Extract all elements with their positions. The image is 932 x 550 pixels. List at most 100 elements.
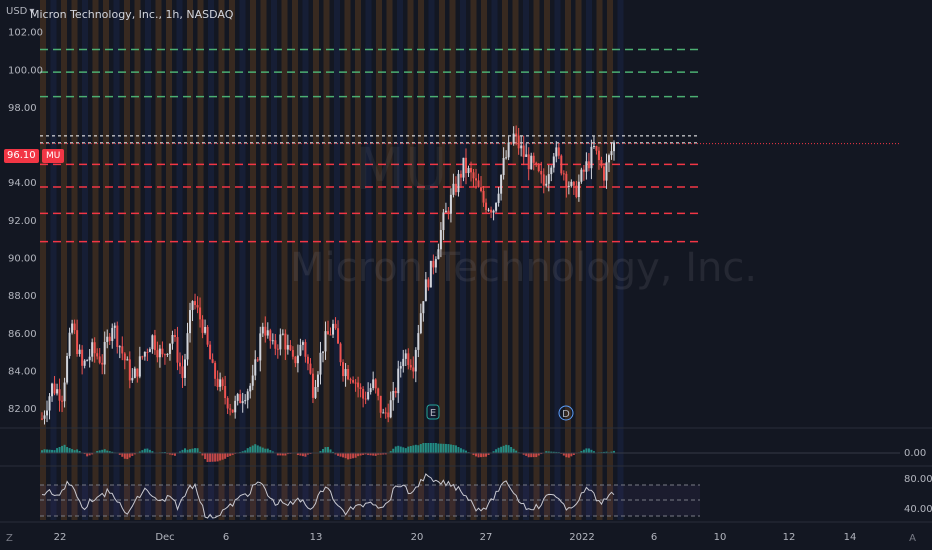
candle-body xyxy=(510,142,513,144)
macd-bar xyxy=(444,443,447,453)
session-band xyxy=(103,0,109,520)
price-candles xyxy=(41,125,615,425)
macd-bar xyxy=(352,453,355,459)
macd-bar xyxy=(123,453,126,459)
candle-body xyxy=(113,325,116,328)
candle-body xyxy=(274,340,277,349)
macd-bar xyxy=(417,445,420,453)
candle-body xyxy=(414,349,417,372)
candle-body xyxy=(171,334,174,344)
candle-body xyxy=(224,386,227,399)
candle-body xyxy=(482,190,485,203)
macd-bar xyxy=(189,449,192,453)
candle-body xyxy=(281,333,284,335)
macd-bar xyxy=(477,453,480,458)
macd-bar xyxy=(53,450,56,453)
candle-body xyxy=(311,373,314,398)
candle-body xyxy=(490,209,493,213)
candle-body xyxy=(497,193,500,203)
session-band xyxy=(239,0,246,520)
candle-body xyxy=(525,154,528,157)
candle-body xyxy=(118,346,121,348)
dividend-marker xyxy=(558,405,574,421)
session-band xyxy=(218,0,225,520)
session-band xyxy=(460,0,466,520)
candle-body xyxy=(161,348,164,355)
candle-body xyxy=(314,386,317,398)
auto-scale-button[interactable]: A xyxy=(909,533,916,544)
macd-bar xyxy=(392,448,395,453)
candle-body xyxy=(394,390,397,394)
macd-bar xyxy=(194,448,197,453)
time-tick-label: 22 xyxy=(54,532,67,543)
macd-bar xyxy=(369,453,372,456)
candle-body xyxy=(600,160,603,167)
macd-axis-label: 0.00 xyxy=(904,448,926,459)
timezone-button[interactable]: Z xyxy=(6,533,13,544)
macd-bar xyxy=(447,444,450,453)
candle-body xyxy=(442,212,445,231)
macd-bar xyxy=(512,448,515,453)
session-band xyxy=(323,0,330,520)
macd-bar xyxy=(409,446,412,453)
macd-bar xyxy=(530,453,533,458)
macd-bar xyxy=(141,450,144,453)
candle-body xyxy=(178,362,181,367)
candle-body xyxy=(271,340,274,342)
macd-bar xyxy=(98,450,101,453)
candle-body xyxy=(68,332,71,357)
candle-body xyxy=(148,349,151,353)
candle-body xyxy=(477,180,480,188)
macd-bar xyxy=(344,453,347,459)
candle-body xyxy=(199,307,202,320)
macd-bar xyxy=(319,450,322,453)
macd-bar xyxy=(246,448,249,453)
macd-bar xyxy=(532,453,535,458)
candle-body xyxy=(332,323,335,335)
session-band xyxy=(71,0,78,520)
session-band xyxy=(617,0,624,520)
macd-bar xyxy=(108,451,111,453)
session-band xyxy=(145,0,151,520)
candle-body xyxy=(151,335,154,350)
symbol-tag: MU xyxy=(42,149,65,163)
currency-selector[interactable]: USD ▾ xyxy=(6,6,34,17)
candle-body xyxy=(567,185,570,187)
candle-body xyxy=(495,202,498,211)
candle-body xyxy=(372,379,375,389)
macd-bar xyxy=(324,447,327,453)
rsi-lower-label: 40.00 xyxy=(904,504,932,515)
price-axis[interactable]: 102.00 100.00 98.00 94.00 92.00 90.00 88.00 86.… xyxy=(8,28,932,515)
candle-body xyxy=(439,230,442,250)
candle-body xyxy=(81,349,84,366)
macd-bar xyxy=(362,453,365,455)
candle-body xyxy=(204,326,207,333)
macd-bar xyxy=(570,453,573,457)
watermark-symbol: MU xyxy=(355,135,448,203)
candle-body xyxy=(352,380,355,383)
macd-bar xyxy=(342,453,345,458)
candle-body xyxy=(412,367,415,372)
session-band xyxy=(428,0,435,520)
macd-bar xyxy=(304,453,307,457)
time-axis[interactable]: 22 Dec 6 13 20 27 2022 10 146 12 xyxy=(54,532,857,543)
macd-bar xyxy=(146,448,149,453)
candle-body xyxy=(607,155,610,163)
macd-bar xyxy=(214,453,217,462)
candle-body xyxy=(91,342,94,357)
macd-bar xyxy=(402,447,405,453)
candle-body xyxy=(467,167,470,174)
macd-bar xyxy=(535,453,538,458)
candle-body xyxy=(487,209,490,211)
macd-bar xyxy=(71,449,74,453)
macd-bar xyxy=(249,446,252,453)
macd-bar xyxy=(266,448,269,453)
session-band xyxy=(176,0,183,520)
session-band xyxy=(344,0,351,520)
earnings-marker xyxy=(426,404,440,420)
macd-bar xyxy=(299,453,302,456)
candle-body xyxy=(570,181,573,186)
macd-bar xyxy=(492,451,495,453)
macd-bar xyxy=(580,451,583,453)
